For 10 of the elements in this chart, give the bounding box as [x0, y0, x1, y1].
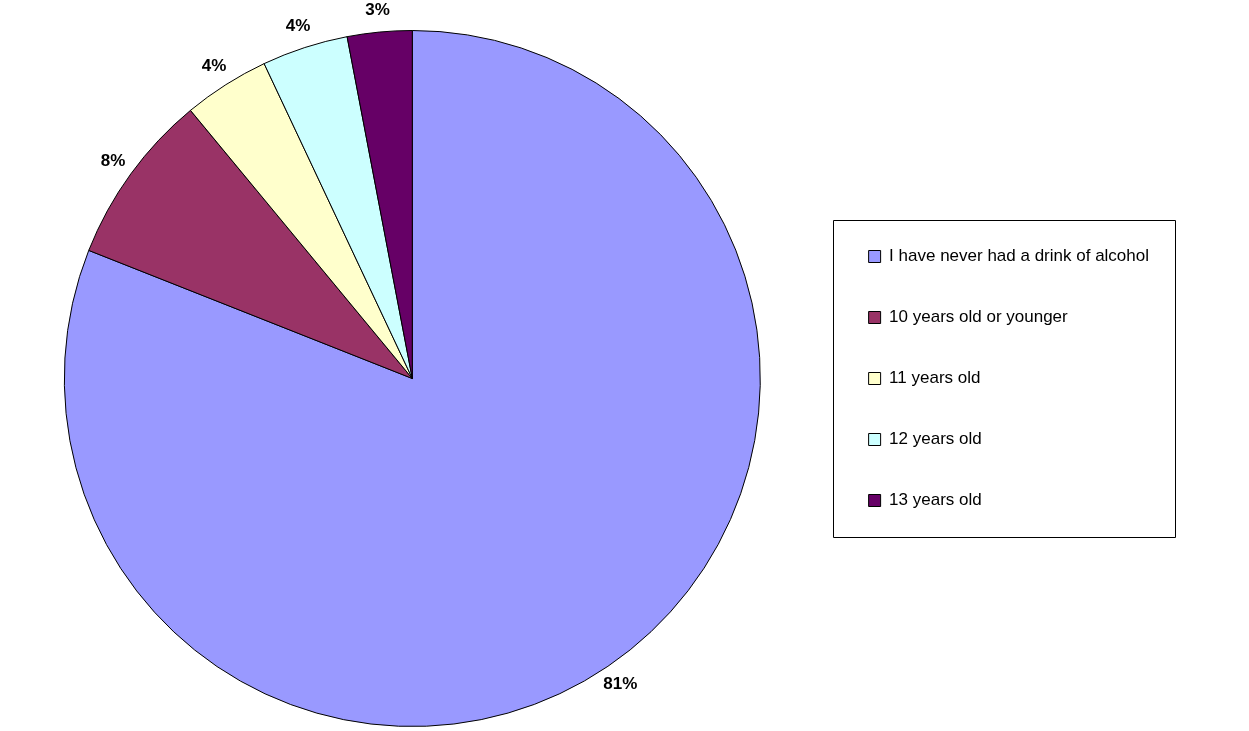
legend-label: I have never had a drink of alcohol	[889, 246, 1149, 266]
data-label: 4%	[285, 16, 311, 36]
legend-label: 13 years old	[889, 490, 982, 510]
data-label: 8%	[100, 150, 126, 170]
legend-label: 11 years old	[889, 368, 981, 388]
data-label: 3%	[365, 0, 390, 19]
data-label: 4%	[201, 55, 227, 75]
legend-label: 10 years old or younger	[889, 307, 1069, 327]
data-label: 81%	[603, 674, 638, 694]
legend-label: 12 years old	[889, 429, 982, 449]
